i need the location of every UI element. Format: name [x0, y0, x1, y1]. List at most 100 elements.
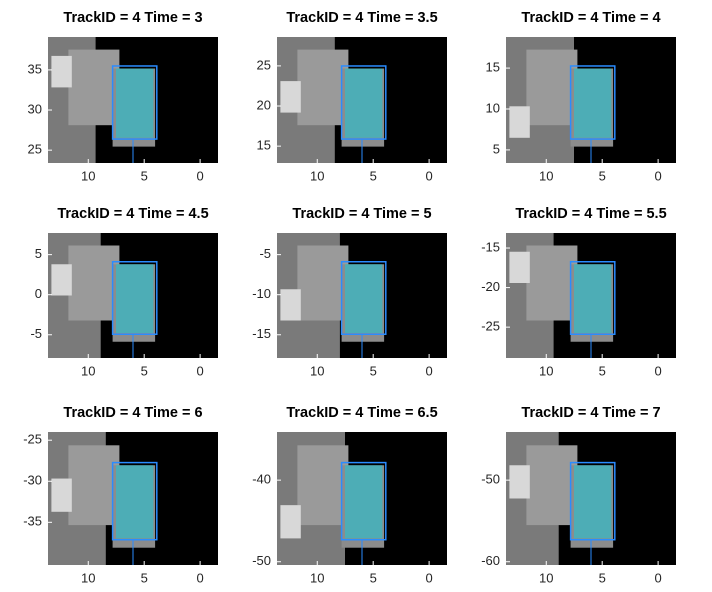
- x-tick-label: 0: [196, 363, 203, 378]
- x-tick-label: 0: [654, 363, 661, 378]
- track-fill: [116, 465, 154, 539]
- y-tick-label: -15: [252, 326, 271, 341]
- subplot: TrackID = 4 Time = 7 10 5 0 -60 -50: [481, 405, 676, 585]
- track-box: [340, 461, 387, 541]
- track-fill: [345, 465, 383, 539]
- track-box: [569, 261, 616, 335]
- subplot-title: TrackID = 4 Time = 6.5: [286, 405, 437, 421]
- y-tick-label: -40: [252, 472, 271, 487]
- image-region: [280, 81, 301, 113]
- image-region: [526, 245, 578, 321]
- x-tick-label: 10: [81, 363, 95, 378]
- track-fill: [116, 264, 154, 333]
- x-tick-label: 10: [310, 363, 324, 378]
- x-tick-label: 5: [141, 363, 148, 378]
- image-region: [526, 49, 578, 126]
- image-region: [51, 264, 72, 296]
- y-tick-label: -25: [481, 319, 500, 334]
- y-tick-label: -15: [481, 239, 500, 254]
- y-tick-label: -5: [30, 326, 42, 341]
- image-region: [526, 445, 578, 526]
- image-region: [280, 289, 301, 321]
- y-tick-label: 15: [486, 60, 500, 75]
- x-tick-label: 5: [370, 570, 377, 585]
- subplot: TrackID = 4 Time = 3 10 5 0 25 30 35: [28, 10, 218, 183]
- track-fill: [574, 264, 612, 333]
- x-tick-label: 5: [370, 168, 377, 183]
- image-region: [509, 106, 530, 138]
- track-box: [340, 65, 387, 140]
- x-tick-label: 5: [370, 363, 377, 378]
- y-tick-label: 25: [257, 57, 271, 72]
- image-region: [280, 505, 301, 539]
- x-tick-label: 0: [654, 168, 661, 183]
- y-tick-label: 5: [493, 141, 500, 156]
- y-tick-label: -10: [252, 286, 271, 301]
- x-tick-label: 10: [310, 168, 324, 183]
- image-region: [51, 478, 72, 512]
- x-tick-label: 5: [599, 570, 606, 585]
- y-tick-label: 5: [35, 246, 42, 261]
- subplot: TrackID = 4 Time = 3.5 10 5 0 15 20 25: [257, 10, 447, 183]
- x-tick-label: 5: [599, 168, 606, 183]
- x-tick-label: 10: [81, 168, 95, 183]
- x-tick-label: 0: [425, 570, 432, 585]
- y-tick-label: 35: [28, 61, 42, 76]
- track-box: [340, 261, 387, 335]
- image-region: [68, 245, 120, 321]
- x-tick-label: 0: [196, 168, 203, 183]
- x-tick-label: 5: [141, 570, 148, 585]
- subplot: TrackID = 4 Time = 4.5 10 5 0 -5 0 5: [30, 206, 218, 378]
- y-tick-label: -20: [481, 279, 500, 294]
- x-tick-label: 5: [141, 168, 148, 183]
- track-box: [569, 461, 616, 541]
- y-tick-label: -60: [481, 553, 500, 568]
- image-region: [68, 445, 120, 526]
- x-tick-label: 10: [310, 570, 324, 585]
- y-tick-label: -35: [23, 514, 42, 529]
- x-tick-label: 10: [539, 570, 553, 585]
- y-tick-label: -30: [23, 473, 42, 488]
- y-tick-label: 10: [486, 100, 500, 115]
- y-tick-label: 15: [257, 138, 271, 153]
- x-tick-label: 0: [196, 570, 203, 585]
- subplot-title: TrackID = 4 Time = 5.5: [515, 206, 666, 222]
- track-fill: [345, 68, 383, 138]
- image-region: [51, 55, 72, 88]
- subplot-title: TrackID = 4 Time = 7: [521, 405, 660, 421]
- image-region: [297, 445, 349, 526]
- y-tick-label: 0: [35, 286, 42, 301]
- subplot-title: TrackID = 4 Time = 4.5: [57, 206, 208, 222]
- track-box: [111, 461, 158, 541]
- track-fill: [574, 465, 612, 539]
- track-fill: [116, 68, 154, 138]
- subplot: TrackID = 4 Time = 6.5 10 5 0 -50 -40: [252, 405, 447, 585]
- track-fill: [574, 68, 612, 138]
- y-tick-label: -50: [252, 553, 271, 568]
- x-tick-label: 10: [81, 570, 95, 585]
- subplot-title: TrackID = 4 Time = 6: [63, 405, 202, 421]
- y-tick-label: 25: [28, 142, 42, 157]
- y-tick-label: 30: [28, 101, 42, 116]
- y-tick-label: -25: [23, 432, 42, 447]
- subplot: TrackID = 4 Time = 5 10 5 0 -15 -10 -5: [252, 206, 447, 378]
- x-tick-label: 0: [425, 168, 432, 183]
- subplot: TrackID = 4 Time = 4 10 5 0 5 10 15: [486, 10, 676, 183]
- subplot-title: TrackID = 4 Time = 5: [292, 206, 431, 222]
- image-region: [509, 251, 530, 283]
- track-fill: [345, 264, 383, 333]
- image-region: [509, 465, 530, 499]
- x-tick-label: 0: [654, 570, 661, 585]
- subplot-title: TrackID = 4 Time = 4: [521, 10, 660, 26]
- y-tick-label: -5: [259, 246, 271, 261]
- x-tick-label: 0: [425, 363, 432, 378]
- image-region: [68, 49, 120, 126]
- track-box: [111, 261, 158, 335]
- track-box: [569, 65, 616, 140]
- image-region: [297, 245, 349, 321]
- y-tick-label: -50: [481, 472, 500, 487]
- x-tick-label: 5: [599, 363, 606, 378]
- track-box: [111, 65, 158, 140]
- x-tick-label: 10: [539, 363, 553, 378]
- y-tick-label: 20: [257, 97, 271, 112]
